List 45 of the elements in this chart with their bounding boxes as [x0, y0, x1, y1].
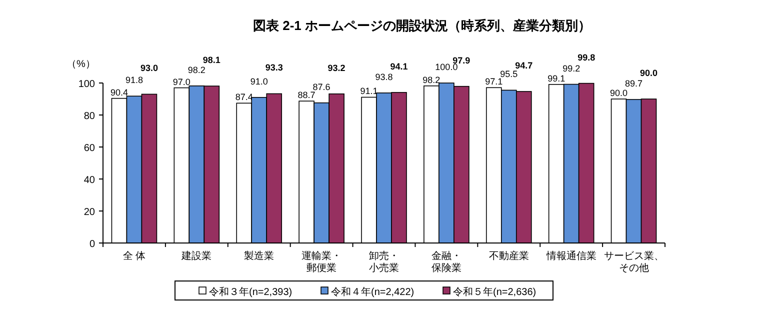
legend-label: 令和５年(n=2,636) [453, 286, 536, 298]
data-label: 98.1 [202, 55, 220, 66]
data-label: 90.0 [640, 68, 658, 78]
data-label: 89.7 [625, 78, 643, 88]
data-label: 93.0 [140, 63, 158, 74]
data-label: 94.1 [390, 61, 408, 72]
data-label: 97.1 [485, 76, 503, 87]
x-tick-label: 運輸業・郵便業 [302, 250, 342, 274]
data-label: 88.7 [298, 90, 316, 100]
data-label: 94.7 [515, 60, 533, 70]
data-label: 87.6 [312, 82, 330, 92]
data-label: 93.2 [328, 62, 346, 73]
y-tick-label: 20 [84, 207, 96, 218]
x-tick-label: 金融・保険業 [431, 250, 462, 274]
legend-label: 令和３年(n=2,393) [209, 286, 292, 298]
data-label: 93.3 [265, 62, 283, 73]
data-label: 99.8 [578, 52, 596, 62]
y-tick-label: 40 [84, 175, 96, 186]
x-tick-label: 全 体 [122, 250, 146, 262]
legend-label: 令和４年(n=2,422) [331, 286, 414, 298]
y-axis-title: （%） [66, 59, 96, 70]
x-tick-label: 製造業 [244, 250, 274, 262]
data-label: 99.2 [562, 63, 580, 74]
data-label: 87.4 [235, 92, 253, 102]
data-label: 95.5 [500, 69, 518, 80]
x-tick-label: サービス業、その他 [604, 250, 664, 274]
data-label: 98.2 [422, 74, 440, 85]
data-label: 90.0 [610, 88, 628, 98]
data-label: 91.8 [125, 75, 143, 86]
y-tick-label: 0 [89, 239, 96, 250]
data-label: 90.4 [110, 87, 128, 98]
y-tick-label: 100 [78, 79, 96, 90]
y-tick-label: 80 [84, 111, 96, 122]
data-label: 91.1 [360, 86, 378, 96]
chart-title: 図表 2-1 ホームページの開設状況（時系列、産業分類別） [252, 18, 592, 33]
data-label: 97.0 [172, 76, 190, 87]
data-label: 93.8 [375, 72, 393, 82]
x-tick-label: 卸売・小売業 [369, 250, 399, 274]
x-tick-label: 建設業 [180, 250, 212, 262]
x-tick-label: 情報通信業 [545, 250, 596, 262]
x-tick-label: 不動産業 [488, 250, 529, 262]
data-label: 91.0 [250, 76, 268, 86]
data-label: 98.2 [188, 64, 206, 75]
data-label: 99.1 [548, 73, 566, 84]
y-tick-label: 60 [84, 143, 96, 154]
